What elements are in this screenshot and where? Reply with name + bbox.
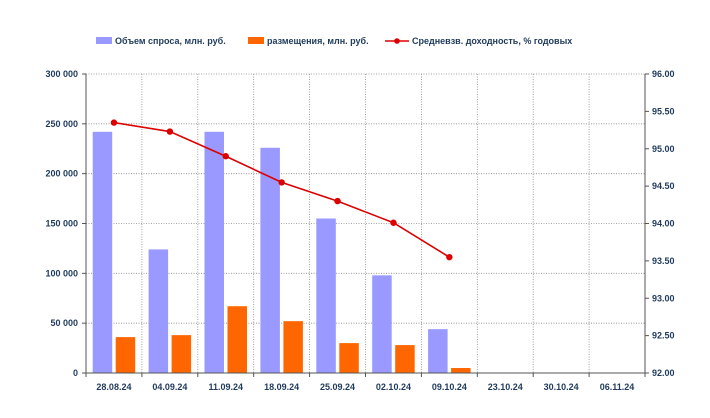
bar-demand xyxy=(428,329,448,373)
bar-demand xyxy=(260,147,280,373)
x-tick-label: 06.11.24 xyxy=(600,382,635,392)
bar-placement xyxy=(339,343,359,373)
legend-label-demand: Объем спроса, млн. руб. xyxy=(115,36,226,46)
legend: Объем спроса, млн. руб. размещения, млн.… xyxy=(96,36,572,46)
y-left-tick-label: 0 xyxy=(73,368,78,378)
bar-demand xyxy=(316,218,336,373)
yield-point xyxy=(166,128,174,135)
yield-point xyxy=(390,219,397,226)
legend-label-placement: размещения, млн. руб. xyxy=(267,36,369,46)
x-tick-label: 25.09.24 xyxy=(320,382,355,392)
legend-label-yield: Средневзв. доходность, % годовых xyxy=(412,36,572,46)
y-left-tick-label: 200 000 xyxy=(45,169,78,179)
bar-placement xyxy=(115,337,136,373)
yield-series-line xyxy=(113,121,450,258)
bar-placement xyxy=(451,368,471,373)
bar-placement xyxy=(227,306,247,373)
y-right-tick-label: 92.00 xyxy=(652,368,675,378)
bar-placement xyxy=(395,345,415,373)
bar-demand xyxy=(204,131,224,373)
y-right-tick-label: 96.00 xyxy=(652,69,675,79)
bars xyxy=(92,131,471,373)
y-left-tick-label: 50 000 xyxy=(50,318,78,328)
axes xyxy=(82,73,649,377)
y-right-tick-label: 93.00 xyxy=(652,293,675,303)
legend-swatch-demand xyxy=(96,37,112,44)
bar-demand xyxy=(92,131,113,373)
x-tick-label: 02.10.24 xyxy=(376,382,411,392)
bar-demand xyxy=(148,249,169,373)
y-right-tick-label: 94.50 xyxy=(652,181,675,191)
y-right-tick-label: 92.50 xyxy=(652,331,675,341)
bar-placement xyxy=(171,335,192,373)
y-right-tick-label: 95.00 xyxy=(652,144,675,154)
x-tick-labels: 28.08.24 04.09.24 11.09.24 18.09.24 25.09.24… xyxy=(96,382,634,392)
yield-line xyxy=(110,119,453,261)
x-tick-label: 11.09.24 xyxy=(208,382,243,392)
x-tick-label: 09.10.24 xyxy=(432,382,467,392)
x-tick-label: 30.10.24 xyxy=(544,382,579,392)
yield-point xyxy=(222,153,229,160)
y-right-tick-labels: 92.00 92.50 93.00 93.50 94.00 94.50 95.00 95.50… xyxy=(652,69,675,378)
yield-point xyxy=(334,197,341,205)
y-right-tick-label: 93.50 xyxy=(652,256,675,266)
yield-point xyxy=(278,179,285,186)
bar-demand xyxy=(372,275,392,373)
yield-point xyxy=(446,253,453,261)
x-tick-label: 04.09.24 xyxy=(152,382,187,392)
y-left-tick-label: 100 000 xyxy=(45,268,78,278)
yield-point xyxy=(110,119,118,126)
x-tick-label: 23.10.24 xyxy=(488,382,523,392)
y-left-tick-label: 300 000 xyxy=(45,69,78,79)
y-right-tick-label: 94.00 xyxy=(652,219,675,229)
y-left-tick-label: 150 000 xyxy=(45,219,78,229)
y-left-tick-labels: 0 50 000 100 000 150 000 200 000 250 000 300 0… xyxy=(45,69,78,378)
bar-placement xyxy=(283,321,303,373)
x-tick-label: 28.08.24 xyxy=(96,382,131,392)
x-tick-label: 18.09.24 xyxy=(264,382,299,392)
grid xyxy=(86,73,645,373)
legend-marker-yield xyxy=(394,38,400,44)
legend-swatch-placement xyxy=(248,37,264,44)
y-right-tick-label: 95.50 xyxy=(652,106,675,116)
y-left-tick-label: 250 000 xyxy=(45,119,78,129)
